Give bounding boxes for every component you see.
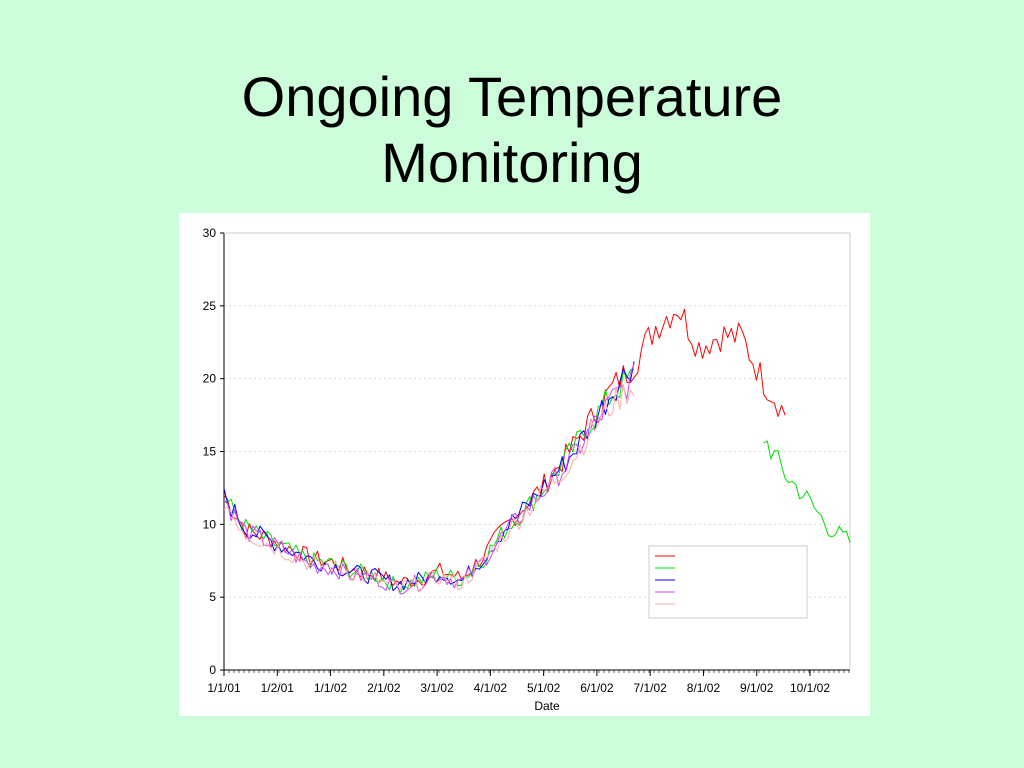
axes-layer: 0 5 10 15 20 25 30 1/1/01 1/2/01 1/1/02 2/1/02 3/1/…: [203, 226, 851, 695]
y-tick-label: 0: [209, 663, 216, 677]
series-line-1: [223, 308, 786, 588]
y-tick-label: 15: [203, 445, 217, 459]
x-tick-label: 7/1/02: [633, 681, 667, 695]
x-tick-label: 5/1/02: [527, 681, 561, 695]
x-tick-label: 10/1/02: [790, 681, 830, 695]
x-tick-label: 6/1/02: [580, 681, 614, 695]
grid-layer: [224, 232, 850, 598]
x-tick-label: 3/1/02: [420, 681, 454, 695]
x-tick-label: 4/1/02: [474, 681, 508, 695]
x-tick-label: 2/1/02: [367, 681, 401, 695]
slide-title: Ongoing Temperature Monitoring: [0, 64, 1024, 196]
x-axis-title: Date: [534, 699, 560, 713]
x-tick-label: 1/1/02: [314, 681, 348, 695]
y-tick-label: 30: [203, 226, 217, 240]
series-line-2: [223, 368, 851, 593]
x-tick-label: 9/1/02: [740, 681, 774, 695]
series-layer: [223, 308, 851, 595]
slide-title-line-1: Ongoing Temperature: [241, 65, 783, 128]
y-tick-label: 25: [203, 299, 217, 313]
y-tick-label: 20: [203, 372, 217, 386]
x-tick-label: 1/2/01: [261, 681, 295, 695]
slide-title-line-2: Monitoring: [381, 131, 643, 194]
legend-layer: [648, 545, 808, 619]
x-tick-label: 1/1/01: [207, 681, 241, 695]
x-tick-label: 8/1/02: [687, 681, 721, 695]
y-tick-label: 5: [209, 590, 216, 604]
legend-box: [648, 545, 808, 619]
y-tick-label: 10: [203, 517, 217, 531]
chart-panel: 0 5 10 15 20 25 30 1/1/01 1/2/01 1/1/02 2/1/02 3/1/…: [179, 213, 870, 716]
temperature-chart: 0 5 10 15 20 25 30 1/1/01 1/2/01 1/1/02 2/1/02 3/1/…: [203, 226, 851, 713]
series-line-4: [223, 363, 635, 595]
series-line-3: [223, 361, 635, 592]
series-line-5: [223, 383, 635, 593]
